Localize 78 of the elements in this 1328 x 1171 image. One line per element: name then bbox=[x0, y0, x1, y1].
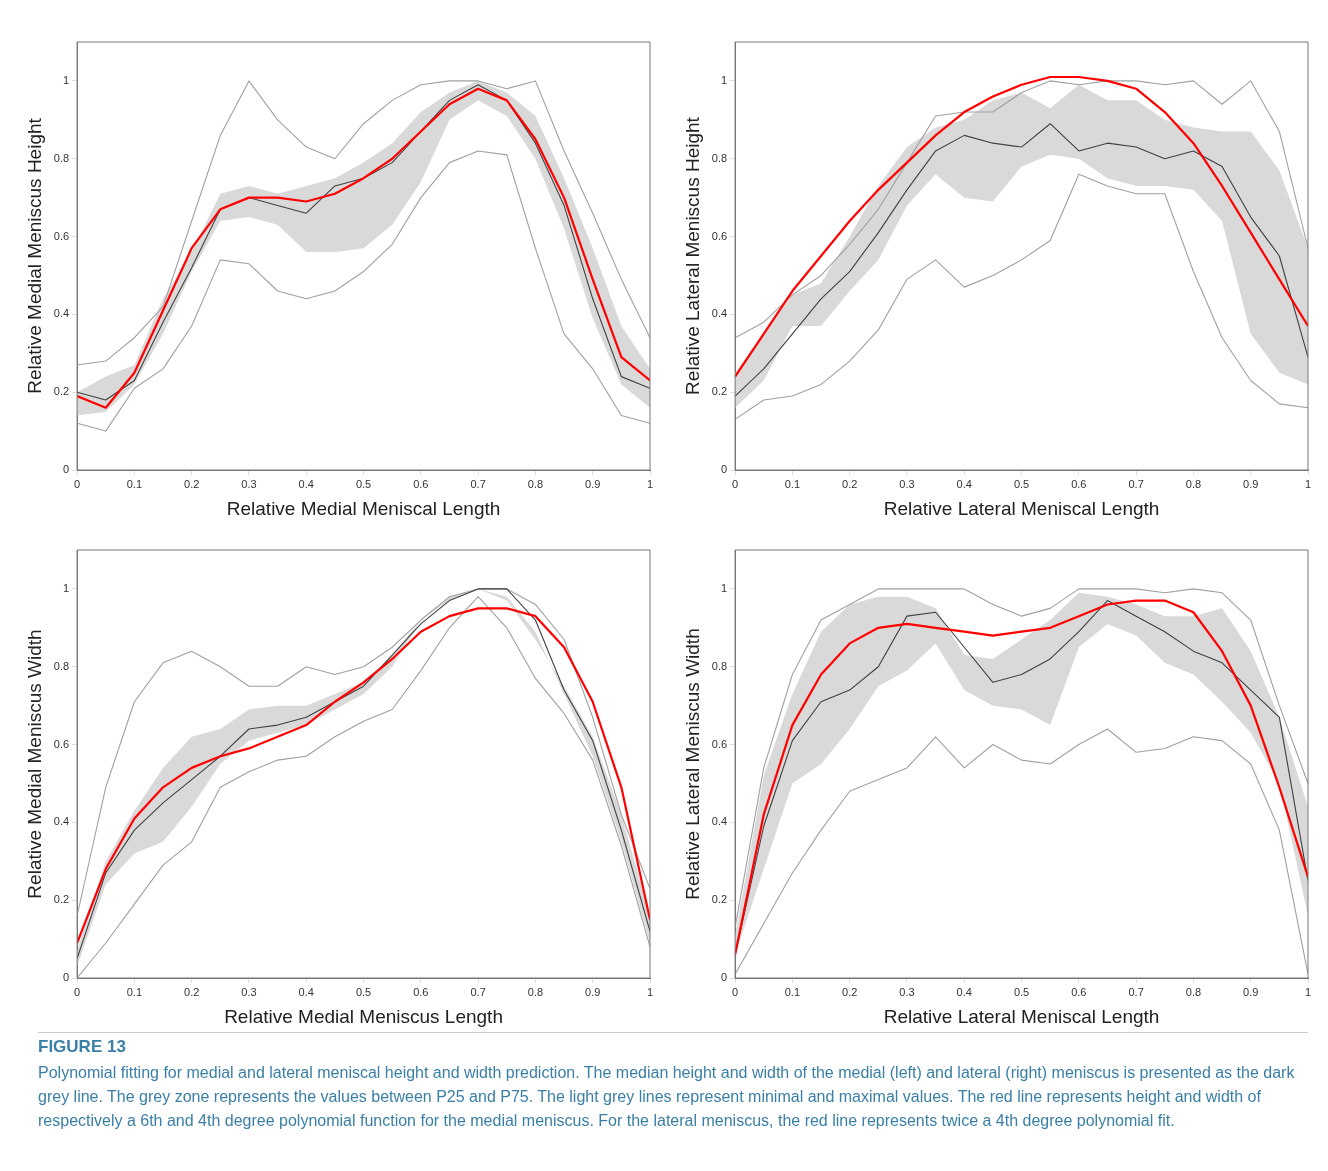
x-tick-label: 0.7 bbox=[1128, 477, 1144, 490]
y-tick-label: 0.8 bbox=[53, 151, 70, 164]
x-axis-title: Relative Lateral Meniscal Length bbox=[883, 1005, 1160, 1027]
x-tick-label: 0 bbox=[732, 985, 739, 998]
x-tick-label: 0.2 bbox=[184, 477, 200, 490]
x-tick-label: 0.8 bbox=[527, 985, 544, 998]
x-tick-label: 0.5 bbox=[1013, 985, 1030, 998]
x-tick-label: 1 bbox=[1304, 477, 1312, 490]
y-tick-label: 0 bbox=[720, 463, 728, 476]
x-tick-label: 0.7 bbox=[1128, 985, 1144, 998]
y-tick-label: 1 bbox=[62, 581, 70, 594]
x-tick-label: 0.3 bbox=[241, 985, 257, 998]
y-axis-title: Relative Medial Meniscus Width bbox=[23, 629, 45, 899]
x-tick-label: 0.9 bbox=[585, 477, 601, 490]
y-tick-label: 0.4 bbox=[53, 307, 70, 320]
y-tick-label: 0.2 bbox=[711, 893, 728, 906]
x-tick-label: 0.2 bbox=[184, 985, 200, 998]
x-tick-label: 0.7 bbox=[470, 985, 486, 998]
x-tick-label: 1 bbox=[646, 477, 654, 490]
x-axis-title: Relative Medial Meniscus Length bbox=[224, 1005, 503, 1027]
x-tick-label: 0.6 bbox=[413, 477, 429, 490]
y-tick-label: 0.6 bbox=[711, 229, 728, 242]
x-tick-label: 0.4 bbox=[298, 985, 314, 998]
x-tick-label: 0.8 bbox=[527, 477, 544, 490]
x-tick-label: 0.9 bbox=[585, 985, 601, 998]
y-tick-label: 0.6 bbox=[53, 737, 70, 750]
x-tick-label: 0 bbox=[74, 477, 81, 490]
x-tick-label: 0.4 bbox=[956, 477, 972, 490]
x-tick-label: 0.7 bbox=[470, 477, 486, 490]
y-tick-label: 0.8 bbox=[711, 659, 728, 672]
x-tick-label: 0.3 bbox=[899, 985, 915, 998]
x-tick-label: 0.6 bbox=[1071, 477, 1087, 490]
y-tick-label: 1 bbox=[62, 73, 70, 86]
y-tick-label: 1 bbox=[720, 581, 728, 594]
x-tick-label: 0.2 bbox=[842, 477, 858, 490]
y-tick-label: 0.4 bbox=[53, 815, 70, 828]
y-tick-label: 0.6 bbox=[53, 229, 70, 242]
x-tick-label: 0.5 bbox=[355, 477, 372, 490]
x-tick-label: 1 bbox=[646, 985, 654, 998]
y-axis-title: Relative Lateral Meniscus Height bbox=[681, 116, 703, 395]
x-tick-label: 0.6 bbox=[413, 985, 429, 998]
x-tick-label: 0.8 bbox=[1185, 985, 1202, 998]
y-tick-label: 0 bbox=[62, 971, 70, 984]
x-tick-label: 0.2 bbox=[842, 985, 858, 998]
x-tick-label: 1 bbox=[1304, 985, 1312, 998]
x-tick-label: 0.1 bbox=[126, 477, 143, 490]
x-tick-label: 0.1 bbox=[784, 477, 801, 490]
x-tick-label: 0.1 bbox=[784, 985, 801, 998]
y-tick-label: 0.2 bbox=[711, 385, 728, 398]
text: FIGURE 13 bbox=[38, 1037, 127, 1057]
y-tick-label: 0.8 bbox=[711, 151, 728, 164]
y-tick-label: 0.4 bbox=[711, 815, 728, 828]
x-tick-label: 0.9 bbox=[1243, 985, 1259, 998]
x-tick-label: 0 bbox=[732, 477, 739, 490]
x-tick-label: 0.6 bbox=[1071, 985, 1087, 998]
y-tick-label: 0.2 bbox=[53, 385, 70, 398]
x-tick-label: 0.5 bbox=[1013, 477, 1030, 490]
y-tick-label: 0.2 bbox=[53, 893, 70, 906]
x-tick-label: 0.8 bbox=[1185, 477, 1202, 490]
y-tick-label: 0 bbox=[720, 971, 728, 984]
x-tick-label: 0.5 bbox=[355, 985, 372, 998]
x-tick-label: 0 bbox=[74, 985, 81, 998]
x-tick-label: 0.3 bbox=[899, 477, 915, 490]
y-tick-label: 0.4 bbox=[711, 307, 728, 320]
y-axis-title: Relative Medial Meniscus Height bbox=[23, 117, 45, 394]
x-tick-label: 0.4 bbox=[298, 477, 314, 490]
x-axis-title: Relative Lateral Meniscal Length bbox=[883, 497, 1160, 519]
text: Polynomial fitting for medial and lateral meniscal height and width prediction. The median height and width of the medial (left) and lateral (right) meniscus is presented as the dark grey line. The grey zone represents the values between P25 and P75. The light grey lines represent minimal and maximal values. The red line represents height and width of respectively a 6th and 4th degree polynomial function for the medial meniscus. For the lateral meniscus, the red line represents twice a 4th degree polynomial fit. bbox=[38, 1063, 1296, 1131]
x-axis-title: Relative Medial Meniscal Length bbox=[226, 497, 501, 519]
y-tick-label: 0.8 bbox=[53, 659, 70, 672]
x-tick-label: 0.4 bbox=[956, 985, 972, 998]
x-tick-label: 0.3 bbox=[241, 477, 257, 490]
x-tick-label: 0.9 bbox=[1243, 477, 1259, 490]
y-tick-label: 0.6 bbox=[711, 737, 728, 750]
x-tick-label: 0.1 bbox=[126, 985, 143, 998]
y-axis-title: Relative Lateral Meniscus Width bbox=[681, 628, 703, 900]
y-tick-label: 1 bbox=[720, 73, 728, 86]
y-tick-label: 0 bbox=[62, 463, 70, 476]
